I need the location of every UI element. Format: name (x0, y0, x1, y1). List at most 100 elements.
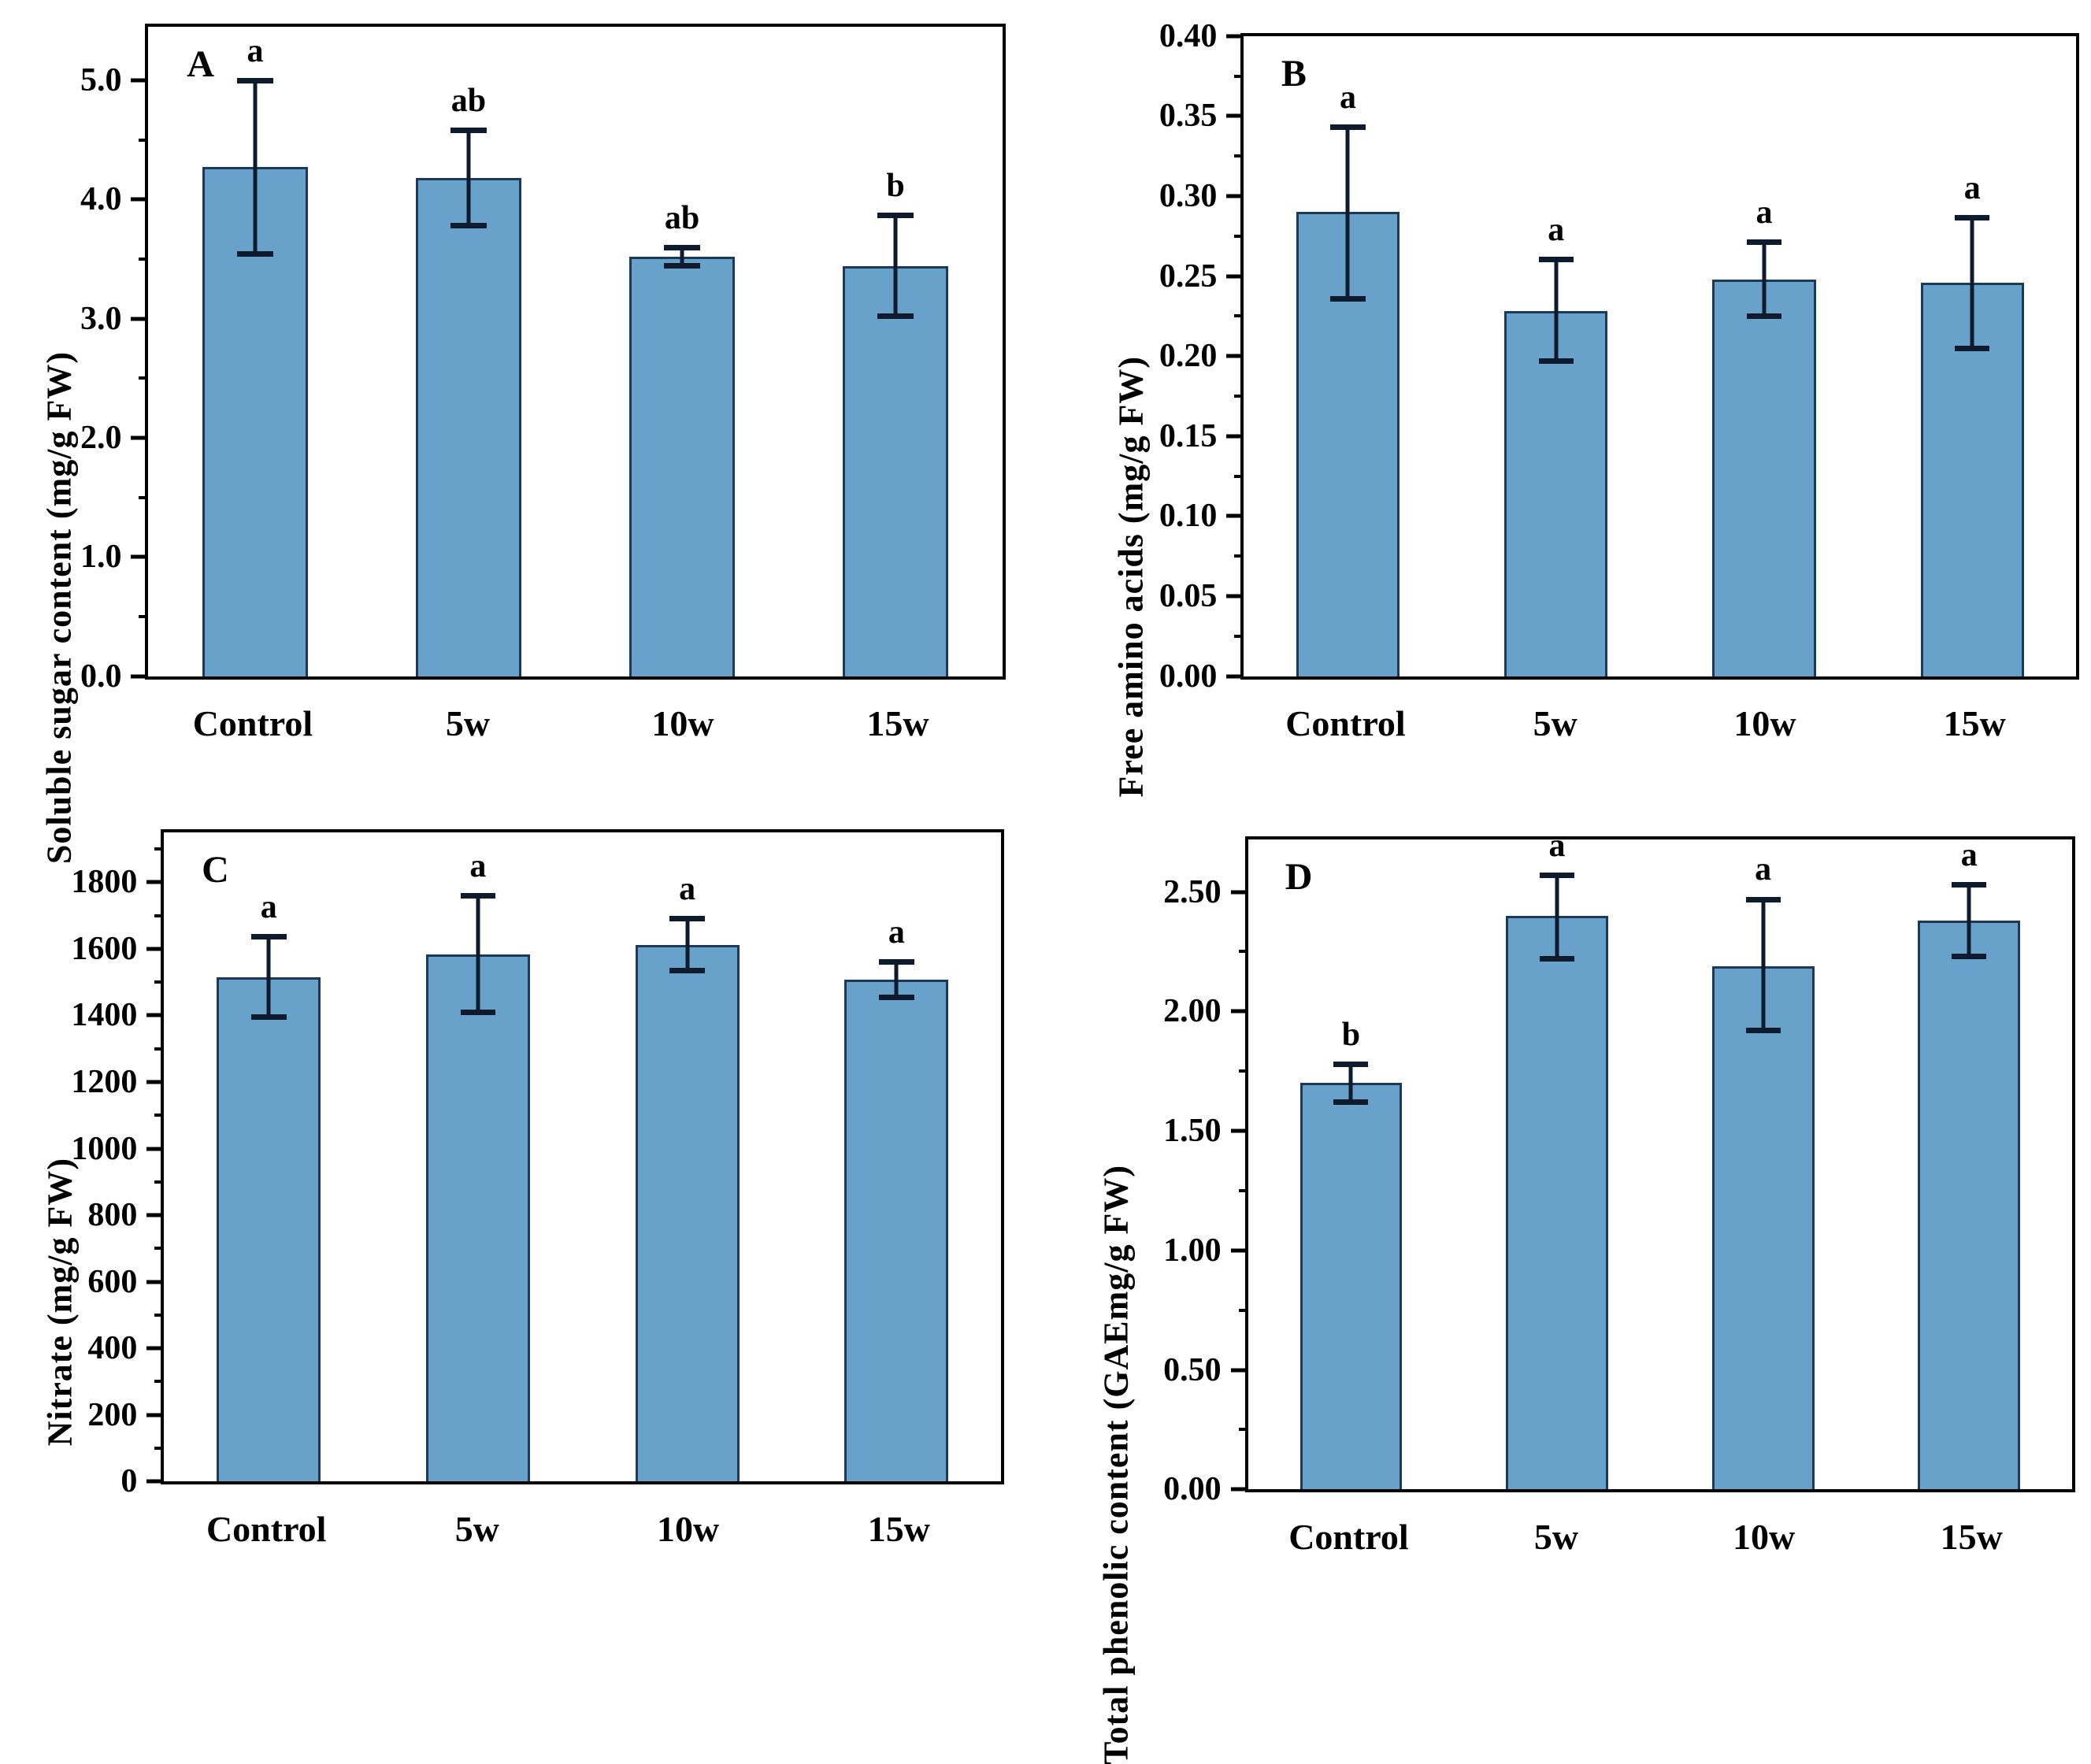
bar (635, 944, 740, 1482)
error-bar-stem (253, 77, 258, 257)
error-bar-top-cap (1745, 896, 1781, 902)
error-bar-top-cap (1540, 873, 1574, 879)
y-axis-tick-label: 2.50 (1163, 873, 1222, 910)
panel-d: Total phenolic content (GAEmg/g FW) D 0.… (1045, 784, 2091, 1764)
error-bar-stem (466, 128, 471, 228)
error-bar (450, 128, 487, 228)
y-axis-major-tick (1230, 1128, 1248, 1133)
y-axis-tick-label: 0.00 (1159, 658, 1218, 695)
y-axis-tick-label: 0.30 (1159, 178, 1218, 214)
error-bar-bottom-cap (1333, 1099, 1369, 1105)
y-axis-tick-label: 1200 (71, 1063, 138, 1100)
error-bar (250, 933, 287, 1020)
panel-letter: C (202, 849, 229, 891)
bar (844, 980, 949, 1482)
y-axis-label: Free amino acids (mg/g FW) (1111, 356, 1151, 798)
error-bar-bottom-cap (460, 1009, 496, 1015)
y-axis-minor-tick (154, 980, 165, 984)
panel-b: Free amino acids (mg/g FW) B 0.00 0.05 0.1… (1045, 0, 2091, 798)
error-bar-bottom-cap (1540, 955, 1574, 962)
error-bar (1333, 1062, 1369, 1105)
panel-letter: B (1281, 53, 1307, 95)
error-bar-stem (1762, 239, 1767, 320)
error-bar (1746, 239, 1782, 320)
x-axis-category-label: 10w (1733, 703, 1796, 744)
y-axis-major-tick (146, 1147, 165, 1151)
y-axis-label: Nitrate (mg/g FW) (40, 1157, 80, 1446)
y-axis-tick-label: 3.0 (80, 300, 122, 337)
error-bar-stem (1348, 1062, 1353, 1105)
y-axis-tick-label: 1.0 (80, 539, 122, 576)
y-axis-tick-label: 1800 (71, 864, 138, 901)
panel-letter: A (187, 43, 214, 86)
y-axis-minor-tick (154, 1447, 165, 1451)
y-axis-major-tick (131, 674, 149, 679)
y-axis-major-tick (131, 197, 149, 202)
y-axis-major-tick (1226, 513, 1244, 518)
error-bar-bottom-cap (237, 250, 273, 257)
y-axis-minor-tick (154, 1114, 165, 1117)
x-axis-category-label: 15w (1940, 1517, 2003, 1558)
y-axis-tick-label: 0.05 (1159, 577, 1218, 614)
error-bar-top-cap (669, 916, 705, 922)
y-axis-tick-label: 1600 (71, 930, 138, 967)
y-axis-major-tick (1226, 113, 1244, 118)
y-axis-minor-tick (139, 376, 149, 380)
error-bar-top-cap (1333, 1062, 1369, 1068)
error-bar-stem (1967, 882, 1971, 959)
significance-letter: a (1548, 828, 1566, 865)
error-bar-top-cap (450, 128, 487, 134)
y-axis-minor-tick (154, 1047, 165, 1051)
x-axis-category-label: Control (206, 1509, 327, 1550)
y-axis-tick-label: 0.50 (1163, 1351, 1222, 1388)
error-bar-bottom-cap (250, 1014, 287, 1020)
y-axis-tick-label: 0 (120, 1463, 138, 1500)
y-axis-tick-label: 0.25 (1159, 258, 1218, 295)
error-bar-stem (685, 916, 690, 973)
bar (1712, 279, 1816, 676)
error-bar-top-cap (1330, 124, 1366, 130)
y-axis-tick-label: 800 (87, 1197, 138, 1234)
error-bar-top-cap (237, 77, 273, 83)
y-axis-tick-label: 0.35 (1159, 98, 1218, 135)
y-axis-minor-tick (1234, 474, 1244, 478)
y-axis-tick-label: 0.20 (1159, 338, 1218, 375)
y-axis-minor-tick (1234, 554, 1244, 558)
y-axis-major-tick (146, 1479, 165, 1484)
y-axis-major-tick (146, 1080, 165, 1084)
error-bar-top-cap (879, 959, 914, 965)
y-axis-major-tick (1226, 674, 1244, 679)
y-axis-minor-tick (139, 495, 149, 499)
bar (1504, 311, 1608, 676)
panel-c: Nitrate (mg/g FW) C 0 200 400 600 800 1000 120… (0, 784, 1045, 1569)
error-bar-top-cap (664, 244, 700, 250)
panel-letter: D (1285, 856, 1313, 899)
y-axis-tick-label: 2.00 (1163, 993, 1222, 1030)
y-axis-minor-tick (139, 257, 149, 261)
panel-a: Soluble sugar content (mg/g FW) A 0.0 1.0… (0, 0, 1045, 864)
significance-letter: ab (450, 83, 487, 120)
y-axis-major-tick (131, 435, 149, 440)
significance-letter: a (247, 32, 264, 69)
y-axis-minor-tick (1234, 634, 1244, 638)
x-axis-category-label: 15w (1943, 703, 2006, 744)
x-axis-category-label: 15w (866, 703, 929, 744)
x-axis-category-label: Control (192, 703, 313, 744)
significance-letter: a (469, 848, 487, 885)
error-bar-stem (680, 244, 684, 269)
y-axis-tick-label: 5.0 (80, 61, 122, 98)
y-axis-minor-tick (1238, 1308, 1248, 1312)
y-axis-tick-label: 1400 (71, 997, 138, 1034)
error-bar-top-cap (460, 893, 496, 899)
x-axis-category-label: 5w (1533, 1517, 1579, 1558)
error-bar-bottom-cap (1330, 296, 1366, 302)
error-bar (664, 244, 700, 269)
y-axis-tick-label: 1.50 (1163, 1113, 1222, 1150)
error-bar-bottom-cap (664, 263, 700, 269)
plot-area: B 0.00 0.05 0.10 0.15 0.20 0.25 0.30 0.35 0.40 a a… (1159, 20, 2080, 693)
y-axis-tick-label: 2.0 (80, 419, 122, 456)
error-bar-stem (266, 933, 271, 1020)
error-bar-bottom-cap (1955, 346, 1990, 352)
